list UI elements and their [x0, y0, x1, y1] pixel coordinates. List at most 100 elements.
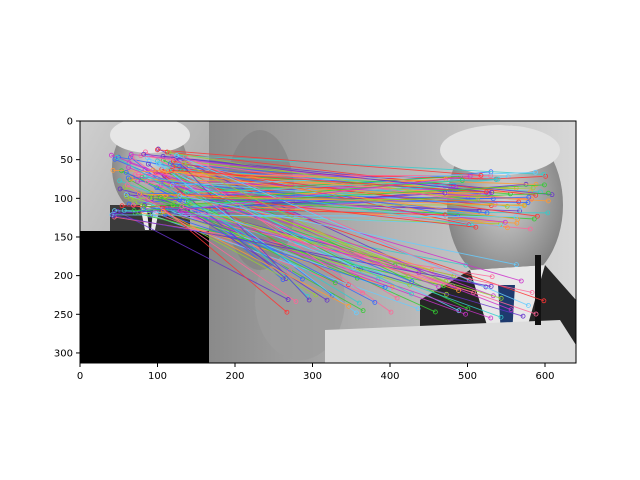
keypoint-marker	[514, 262, 519, 268]
keypoint-marker	[146, 158, 152, 164]
match-line	[114, 192, 445, 214]
match-line	[157, 149, 481, 176]
keypoint-marker	[486, 190, 492, 196]
keypoint-marker	[471, 290, 477, 295]
keypoint-marker	[467, 173, 473, 179]
keypoint-marker	[112, 208, 117, 214]
keypoint-marker	[177, 193, 183, 199]
match-line	[144, 168, 522, 282]
keypoint-marker	[545, 210, 551, 216]
keypoint-marker	[488, 315, 494, 321]
keypoint-marker	[117, 178, 123, 184]
keypoint-marker	[478, 172, 484, 178]
keypoint-marker	[324, 297, 330, 303]
keypoint-marker	[119, 203, 125, 209]
match-line	[127, 184, 297, 302]
keypoint-marker	[164, 168, 170, 174]
keypoint-marker	[495, 176, 501, 182]
x-tick-label: 100	[148, 371, 167, 382]
keypoint-marker	[126, 165, 131, 170]
x-tick-label: 200	[225, 371, 244, 382]
keypoint-marker	[533, 169, 538, 175]
keypoint-marker	[184, 189, 190, 195]
keypoint-marker	[473, 224, 479, 230]
keypoint-marker	[125, 175, 131, 181]
keypoint-marker	[442, 190, 448, 196]
keypoint-marker	[155, 158, 160, 164]
keypoint-marker	[346, 303, 352, 309]
keypoint-marker	[498, 295, 504, 301]
keypoint-marker	[526, 194, 532, 200]
keypoint-marker	[516, 199, 522, 205]
keypoint-marker	[156, 160, 161, 166]
keypoint-marker	[299, 276, 305, 282]
keypoint-marker	[154, 147, 160, 153]
keypoint-marker	[476, 208, 482, 214]
keypoint-marker	[483, 189, 489, 195]
keypoint-marker	[179, 204, 185, 210]
keypoint-marker	[502, 219, 508, 225]
match-line	[166, 170, 518, 220]
match-line	[179, 195, 517, 266]
y-tick-label: 150	[54, 232, 73, 243]
match-line	[160, 196, 336, 284]
keypoint-marker	[138, 153, 144, 159]
keypoint-marker	[405, 273, 411, 279]
keypoint-marker	[489, 274, 495, 280]
match-line	[163, 211, 349, 307]
keypoint-marker	[177, 208, 183, 213]
keypoint-marker	[525, 200, 531, 205]
keypoint-marker	[157, 194, 163, 200]
match-line	[143, 153, 492, 193]
match-line	[144, 204, 524, 317]
match-line	[171, 169, 487, 193]
y-tick-label: 300	[54, 348, 73, 359]
keypoint-marker	[525, 303, 531, 308]
keypoint-marker	[436, 284, 441, 290]
keypoint-marker	[388, 309, 394, 315]
match-line	[171, 156, 392, 313]
keypoint-marker	[117, 186, 123, 192]
match-line	[176, 154, 544, 175]
keypoint-marker	[144, 154, 150, 160]
keypoint-marker	[145, 161, 151, 167]
keypoint-marker	[498, 223, 504, 228]
keypoint-marker	[128, 152, 134, 157]
match-line	[165, 214, 386, 288]
keypoint-marker	[513, 214, 519, 220]
keypoint-marker	[529, 290, 535, 295]
match-line	[117, 211, 289, 300]
keypoint-marker	[351, 265, 357, 271]
keypoint-marker	[531, 216, 537, 222]
keypoint-marker	[147, 195, 153, 201]
match-line	[169, 169, 308, 297]
keypoint-marker	[141, 151, 147, 157]
x-tick-label: 500	[458, 371, 477, 382]
keypoint-marker	[284, 309, 290, 315]
keypoint-marker	[353, 310, 359, 316]
keypoint-marker	[533, 182, 539, 187]
keypoint-marker	[164, 149, 170, 155]
match-line	[181, 206, 474, 294]
keypoint-marker	[293, 299, 299, 304]
keypoint-marker	[181, 160, 187, 166]
match-line	[124, 187, 502, 299]
keypoint-marker	[124, 182, 130, 188]
keypoint-marker	[527, 226, 533, 232]
match-line	[161, 168, 545, 302]
keypoint-marker	[508, 307, 514, 313]
match-line	[156, 187, 303, 280]
y-tick-label: 250	[54, 310, 73, 321]
match-line	[111, 214, 516, 218]
keypoint-marker	[489, 189, 495, 195]
y-tick-label: 200	[54, 271, 73, 282]
keypoint-marker	[137, 191, 142, 197]
keypoint-marker	[287, 268, 292, 274]
keypoint-marker	[332, 280, 338, 286]
match-line	[167, 151, 536, 196]
keypoint-marker	[144, 179, 150, 184]
match-line	[187, 178, 498, 193]
match-line	[162, 207, 288, 313]
feature-match-lines	[108, 146, 555, 321]
